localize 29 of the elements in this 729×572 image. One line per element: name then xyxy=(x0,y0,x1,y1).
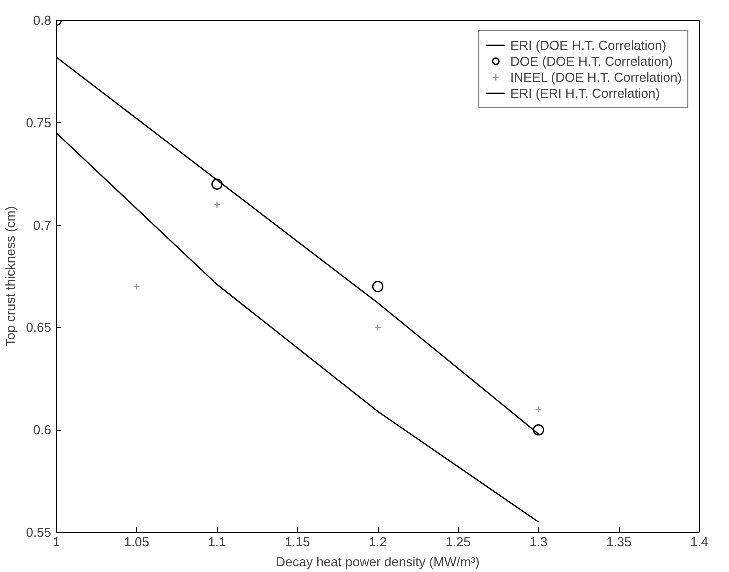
y-tick-label: 0.6 xyxy=(33,422,52,438)
point xyxy=(533,424,544,436)
x-tick-label: 1.1 xyxy=(208,534,226,550)
point xyxy=(214,201,221,208)
point xyxy=(372,281,384,292)
x-tick-label: 1.4 xyxy=(690,534,709,550)
y-tick-label: 0.75 xyxy=(26,115,52,130)
point xyxy=(535,406,542,414)
legend-label: ERI (ERI H.T. Correlation) xyxy=(510,85,660,101)
y-tick-label: 0.55 xyxy=(26,525,52,540)
legend-label: DOE (DOE H.T. Correlation) xyxy=(510,53,674,69)
x-tick-label: 1.2 xyxy=(368,534,388,550)
point xyxy=(212,178,223,190)
y-tick-label: 0.7 xyxy=(33,218,52,233)
y-tick-label: 0.8 xyxy=(33,13,52,28)
x-tick-label: 1.35 xyxy=(606,534,632,550)
x-tick-label: 1.05 xyxy=(124,534,150,550)
point xyxy=(374,324,382,332)
x-tick-label: 1.25 xyxy=(446,534,472,550)
legend-label: INEEL (DOE H.T. Correlation) xyxy=(510,69,682,85)
point xyxy=(133,283,141,290)
x-tick-label: 1.3 xyxy=(530,534,548,550)
y-axis-title: Top crust thickness (cm) xyxy=(3,206,18,347)
y-tick-label: 0.65 xyxy=(26,320,52,336)
line-series xyxy=(56,132,540,523)
x-tick-label: 1 xyxy=(52,534,60,550)
legend-label: ERI (DOE H.T. Correlation) xyxy=(510,37,667,53)
x-tick-label: 1.15 xyxy=(284,534,310,550)
x-axis-title: Decay heat power density (MW/m³) xyxy=(276,554,480,570)
